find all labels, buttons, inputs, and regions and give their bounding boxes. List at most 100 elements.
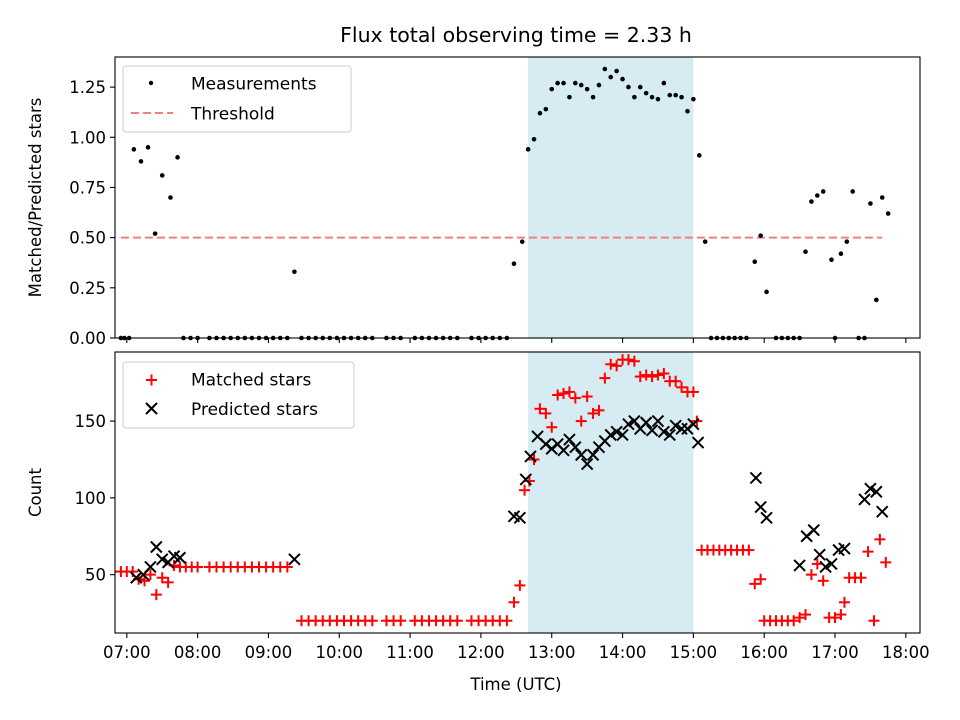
figure-title: Flux total observing time = 2.33 h [340,23,692,47]
y-tick-label: 0.00 [69,329,106,348]
predicted-stars-point [687,417,700,431]
matched-stars-point [640,369,652,381]
predicted-stars-point [870,485,883,498]
ratio-y-axis-label: Matched/Predicted stars [26,98,45,298]
predicted-stars-point [675,422,688,435]
predicted-stars-point [524,450,537,463]
matched-stars-point [811,558,823,570]
measurement-point [614,68,619,74]
matched-stars-point [628,355,640,367]
predicted-stars-point [813,548,826,561]
matched-stars-point [817,575,829,587]
measurement-point [752,259,758,265]
measurement-point [885,211,891,216]
predicted-stars-point [639,416,653,429]
legend-threshold-label: Threshold [190,105,275,125]
measurement-point [138,159,144,164]
ratio-plot-frame [114,56,921,339]
measurement-point [815,193,820,198]
count-y-axis: 50 100 150 [75,412,115,585]
measurement-point [543,106,549,112]
predicted-stars-point [825,557,838,571]
y-tick-label: 0.50 [69,229,106,248]
measurement-point [637,84,643,90]
predicted-stars-point [150,540,163,554]
matched-stars-point [670,375,682,387]
legend-predicted-marker [145,402,158,415]
count-x-axis: 07:00 08:00 09:00 10:00 11:00 12:00 13:00 14:00… [103,633,930,662]
matched-stars-point [652,369,664,381]
measurement-point [649,94,655,100]
measurement-point [626,84,631,90]
matched-stars-point [587,407,599,419]
measurement-point [525,147,531,152]
x-tick-label: 13:00 [528,643,576,662]
matched-stars-point [514,579,526,591]
x-tick-label: 09:00 [245,643,293,662]
predicted-stars-point [876,505,889,518]
matched-stars-point [501,615,513,627]
predicted-stars-point [519,473,532,486]
measurement-point [838,251,844,256]
measurement-point [868,201,873,206]
measurement-point [590,94,596,100]
matched-stars-point [622,354,634,366]
matched-stars-point [743,544,755,556]
matched-stars-point [569,392,581,404]
measurement-point [850,189,856,194]
matched-stars-point [658,367,670,379]
predicted-stars-point [586,448,600,462]
legend-matched-label: Matched stars [191,371,311,391]
measurement-point [691,96,696,102]
time-axis-label: Time (UTC) [469,675,561,694]
matched-stars-point [366,615,378,627]
measurement-point [573,80,578,86]
matched-stars-point [676,381,688,393]
matched-stars-point [805,569,817,581]
matched-stars-point [593,404,605,416]
predicted-stars-point [130,571,143,584]
predicted-stars-point [569,440,582,454]
measurement-point [844,239,850,244]
predicted-stars-point [144,560,157,574]
measurement-point [667,92,673,98]
x-tick-label: 12:00 [457,643,505,662]
predicted-stars-point [622,417,635,431]
matched-stars-point [800,609,812,621]
predicted-stars-point [663,428,676,442]
predicted-stars-point [173,551,187,564]
predicted-stars-point [760,511,773,525]
measurement-point [519,239,525,244]
legend-box [122,361,355,429]
predicted-stars-point [604,428,617,442]
measurement-point [643,90,649,96]
matched-stars-point [558,387,570,399]
predicted-stars-point [616,428,629,442]
measurement-point [596,82,602,88]
measurement-point [679,94,684,100]
measurement-point [632,94,637,100]
measurement-point [829,257,834,263]
matched-stars-point [534,403,546,415]
legend-predicted-label: Predicted stars [191,400,318,420]
predicted-stars-point [628,414,641,428]
measurement-point [584,86,590,92]
y-tick-label: 1.00 [69,128,106,147]
matched-stars-point [192,561,204,573]
matched-stars-point [575,415,587,427]
count-points [115,354,892,627]
predicted-stars-point [610,425,623,439]
predicted-stars-point [819,560,832,574]
x-tick-label: 16:00 [740,643,788,662]
y-tick-label: 0.25 [69,279,106,298]
matched-stars-point [862,546,874,558]
count-legend: Matched stars Predicted stars [122,361,355,429]
measurement-point [578,82,584,88]
predicted-stars-point [156,553,169,566]
matched-stars-point [599,372,611,384]
ratio-panel: 0.00 0.25 0.50 0.75 1.00 1.25 Matched/Predict… [26,56,921,348]
predicted-stars-point [858,493,871,506]
matched-stars-point [687,386,699,398]
measurement-points [118,66,891,341]
